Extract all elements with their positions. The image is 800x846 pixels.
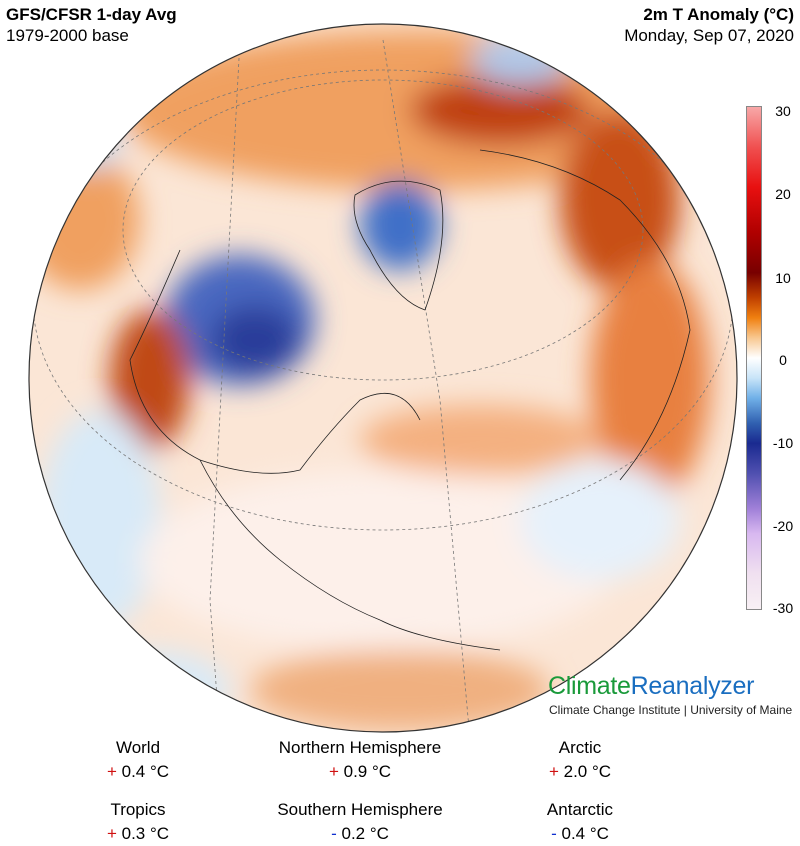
stat-world: World + 0.4 °C: [106, 738, 170, 781]
colorbar: [746, 106, 762, 610]
header-right: 2m T Anomaly (°C) Monday, Sep 07, 2020: [624, 4, 794, 46]
variable-title: 2m T Anomaly (°C): [643, 5, 794, 24]
header-left: GFS/CFSR 1-day Avg 1979-2000 base: [6, 4, 177, 46]
date-label: Monday, Sep 07, 2020: [624, 26, 794, 45]
coastlines: [129, 149, 691, 651]
baseline-label: 1979-2000 base: [6, 26, 129, 45]
colorbar-tick: 0: [779, 352, 787, 368]
colorbar-tick: -20: [772, 518, 794, 534]
colorbar-tick: 10: [775, 270, 791, 286]
colorbar-tick: -10: [772, 435, 794, 451]
colorbar-tick: 20: [775, 186, 791, 202]
stat-northern-hemisphere: Northern Hemisphere + 0.9 °C: [278, 738, 442, 781]
stat-antarctic: Antarctic - 0.4 °C: [546, 800, 614, 843]
climate-reanalyzer-logo[interactable]: ClimateReanalyzer: [548, 672, 755, 700]
stat-tropics: Tropics + 0.3 °C: [106, 800, 170, 843]
stat-arctic: Arctic + 2.0 °C: [548, 738, 612, 781]
product-title: GFS/CFSR 1-day Avg: [6, 5, 177, 24]
colorbar-tick: 30: [775, 103, 791, 119]
stat-southern-hemisphere: Southern Hemisphere - 0.2 °C: [277, 800, 443, 843]
colorbar-tick: -30: [772, 600, 794, 616]
institute-label: Climate Change Institute | University of…: [549, 703, 793, 717]
globe-outline: [28, 23, 738, 733]
